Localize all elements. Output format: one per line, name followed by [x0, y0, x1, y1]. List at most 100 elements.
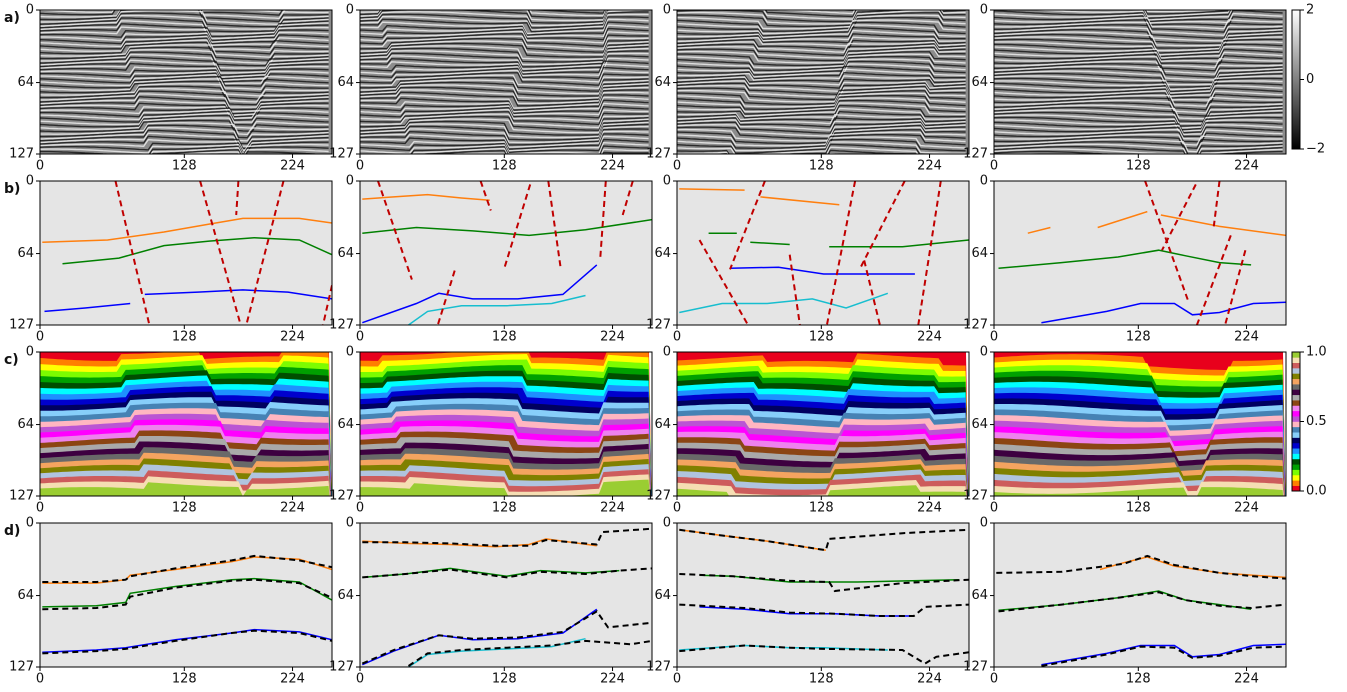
y-tick-label: 0 — [663, 516, 671, 531]
y-tick-label: 0 — [980, 516, 988, 531]
seismic-reflector — [994, 24, 1283, 39]
y-tick-label: 0 — [346, 516, 354, 531]
seismic-reflector — [40, 34, 329, 45]
row-label: b) — [4, 181, 20, 197]
dashed-line — [42, 629, 332, 655]
seismic-reflector — [994, 121, 1283, 134]
colorbar-segment — [1292, 469, 1300, 476]
seismic-reflector — [994, 21, 1283, 37]
seismic-reflector — [360, 24, 649, 38]
colorbar-segment — [1292, 432, 1300, 438]
seismic-reflector — [677, 38, 966, 51]
colorbar-segment — [1292, 394, 1300, 401]
x-tick-label: 0 — [356, 330, 364, 345]
seismic-reflector — [40, 74, 329, 87]
seismic-reflector — [994, 12, 1283, 24]
y-tick-label: 0 — [26, 345, 34, 360]
seismic-reflector — [677, 51, 966, 67]
seismic-reflector — [677, 121, 966, 134]
y-tick-label: 0 — [663, 345, 671, 360]
seismic-reflector — [40, 80, 329, 94]
panel — [677, 352, 969, 496]
seismic-reflector — [40, 110, 329, 123]
seismic-reflector — [994, 48, 1283, 61]
seismic-reflector — [40, 62, 329, 77]
seismic-reflector — [40, 31, 329, 43]
seismic-reflector — [40, 70, 329, 82]
x-tick-label: 0 — [673, 159, 681, 174]
y-tick-label: 127 — [963, 489, 988, 504]
colorbar-tick-label: −2 — [1306, 142, 1325, 157]
colorbar-segment — [1292, 426, 1300, 433]
y-tick-label: 127 — [963, 318, 988, 333]
seismic-reflector — [677, 14, 966, 30]
colorbar-gradient — [1292, 10, 1300, 149]
x-tick-label: 128 — [492, 159, 517, 174]
panel — [677, 181, 969, 325]
dashed-line — [863, 260, 881, 325]
seismic-reflector — [994, 94, 1283, 107]
seismic-reflector — [677, 110, 966, 123]
seismic-reflector — [677, 113, 966, 125]
seismic-reflector — [764, 10, 966, 18]
seismic-reflector — [360, 94, 649, 111]
seismic-reflector — [677, 99, 966, 115]
seismic-reflector — [994, 33, 1283, 49]
seismic-reflector — [360, 130, 649, 148]
seismic-reflector — [40, 102, 329, 115]
dashed-line — [42, 554, 332, 583]
seismic-reflector — [360, 76, 649, 92]
seismic-reflector — [40, 132, 329, 147]
dashed-line — [599, 181, 607, 261]
seismic-reflector — [677, 58, 966, 74]
y-tick-label: 0 — [980, 174, 988, 189]
seismic-reflector — [40, 46, 329, 62]
panel-frame — [993, 180, 1287, 326]
seismic-reflector — [360, 10, 607, 17]
colorbar-segment — [1292, 437, 1300, 444]
panel-frame — [359, 522, 653, 668]
horizon-line — [362, 264, 598, 324]
seismic-reflector — [994, 45, 1283, 59]
seismic-reflector — [677, 46, 966, 62]
y-tick-label: 0 — [346, 3, 354, 18]
seismic-reflector — [677, 119, 966, 131]
dashed-line — [788, 254, 801, 325]
y-tick-label: 64 — [971, 417, 988, 432]
seismic-reflector — [360, 91, 649, 109]
y-tick-label: 127 — [9, 489, 34, 504]
horizon-line — [1099, 556, 1286, 579]
seismic-reflector — [994, 41, 1283, 56]
seismic-reflector — [89, 10, 113, 11]
panel-frame — [993, 9, 1287, 155]
dashed-line — [698, 239, 749, 325]
seismic-reflector — [677, 10, 966, 25]
seismic-reflector — [677, 117, 966, 128]
seismic-reflector — [994, 58, 1283, 72]
seismic-reflector — [994, 87, 1283, 99]
x-tick-label: 224 — [1234, 330, 1259, 345]
x-tick-label: 128 — [492, 672, 517, 687]
x-tick-label: 224 — [917, 501, 942, 516]
seismic-reflector — [994, 51, 1283, 63]
colorbar-segment — [1292, 442, 1300, 449]
x-tick-label: 224 — [280, 672, 305, 687]
x-tick-label: 224 — [280, 159, 305, 174]
x-tick-label: 0 — [356, 501, 364, 516]
y-tick-label: 127 — [9, 147, 34, 162]
seismic-reflector — [40, 72, 329, 84]
horizon-line — [362, 538, 597, 548]
y-tick-label: 0 — [26, 516, 34, 531]
plot-background — [677, 181, 969, 325]
seismic-reflector — [677, 92, 966, 108]
seismic-reflector — [40, 78, 329, 91]
seismic-reflector — [360, 52, 649, 70]
seismic-reflector — [360, 50, 649, 68]
horizon-line — [679, 292, 889, 314]
seismic-reflector — [994, 97, 1283, 111]
colorbar-segment — [1292, 474, 1300, 481]
row-label: c) — [4, 352, 19, 368]
colorbar-tick-label: 1.0 — [1306, 345, 1327, 360]
dashed-line — [729, 181, 766, 270]
x-tick-label: 224 — [600, 159, 625, 174]
